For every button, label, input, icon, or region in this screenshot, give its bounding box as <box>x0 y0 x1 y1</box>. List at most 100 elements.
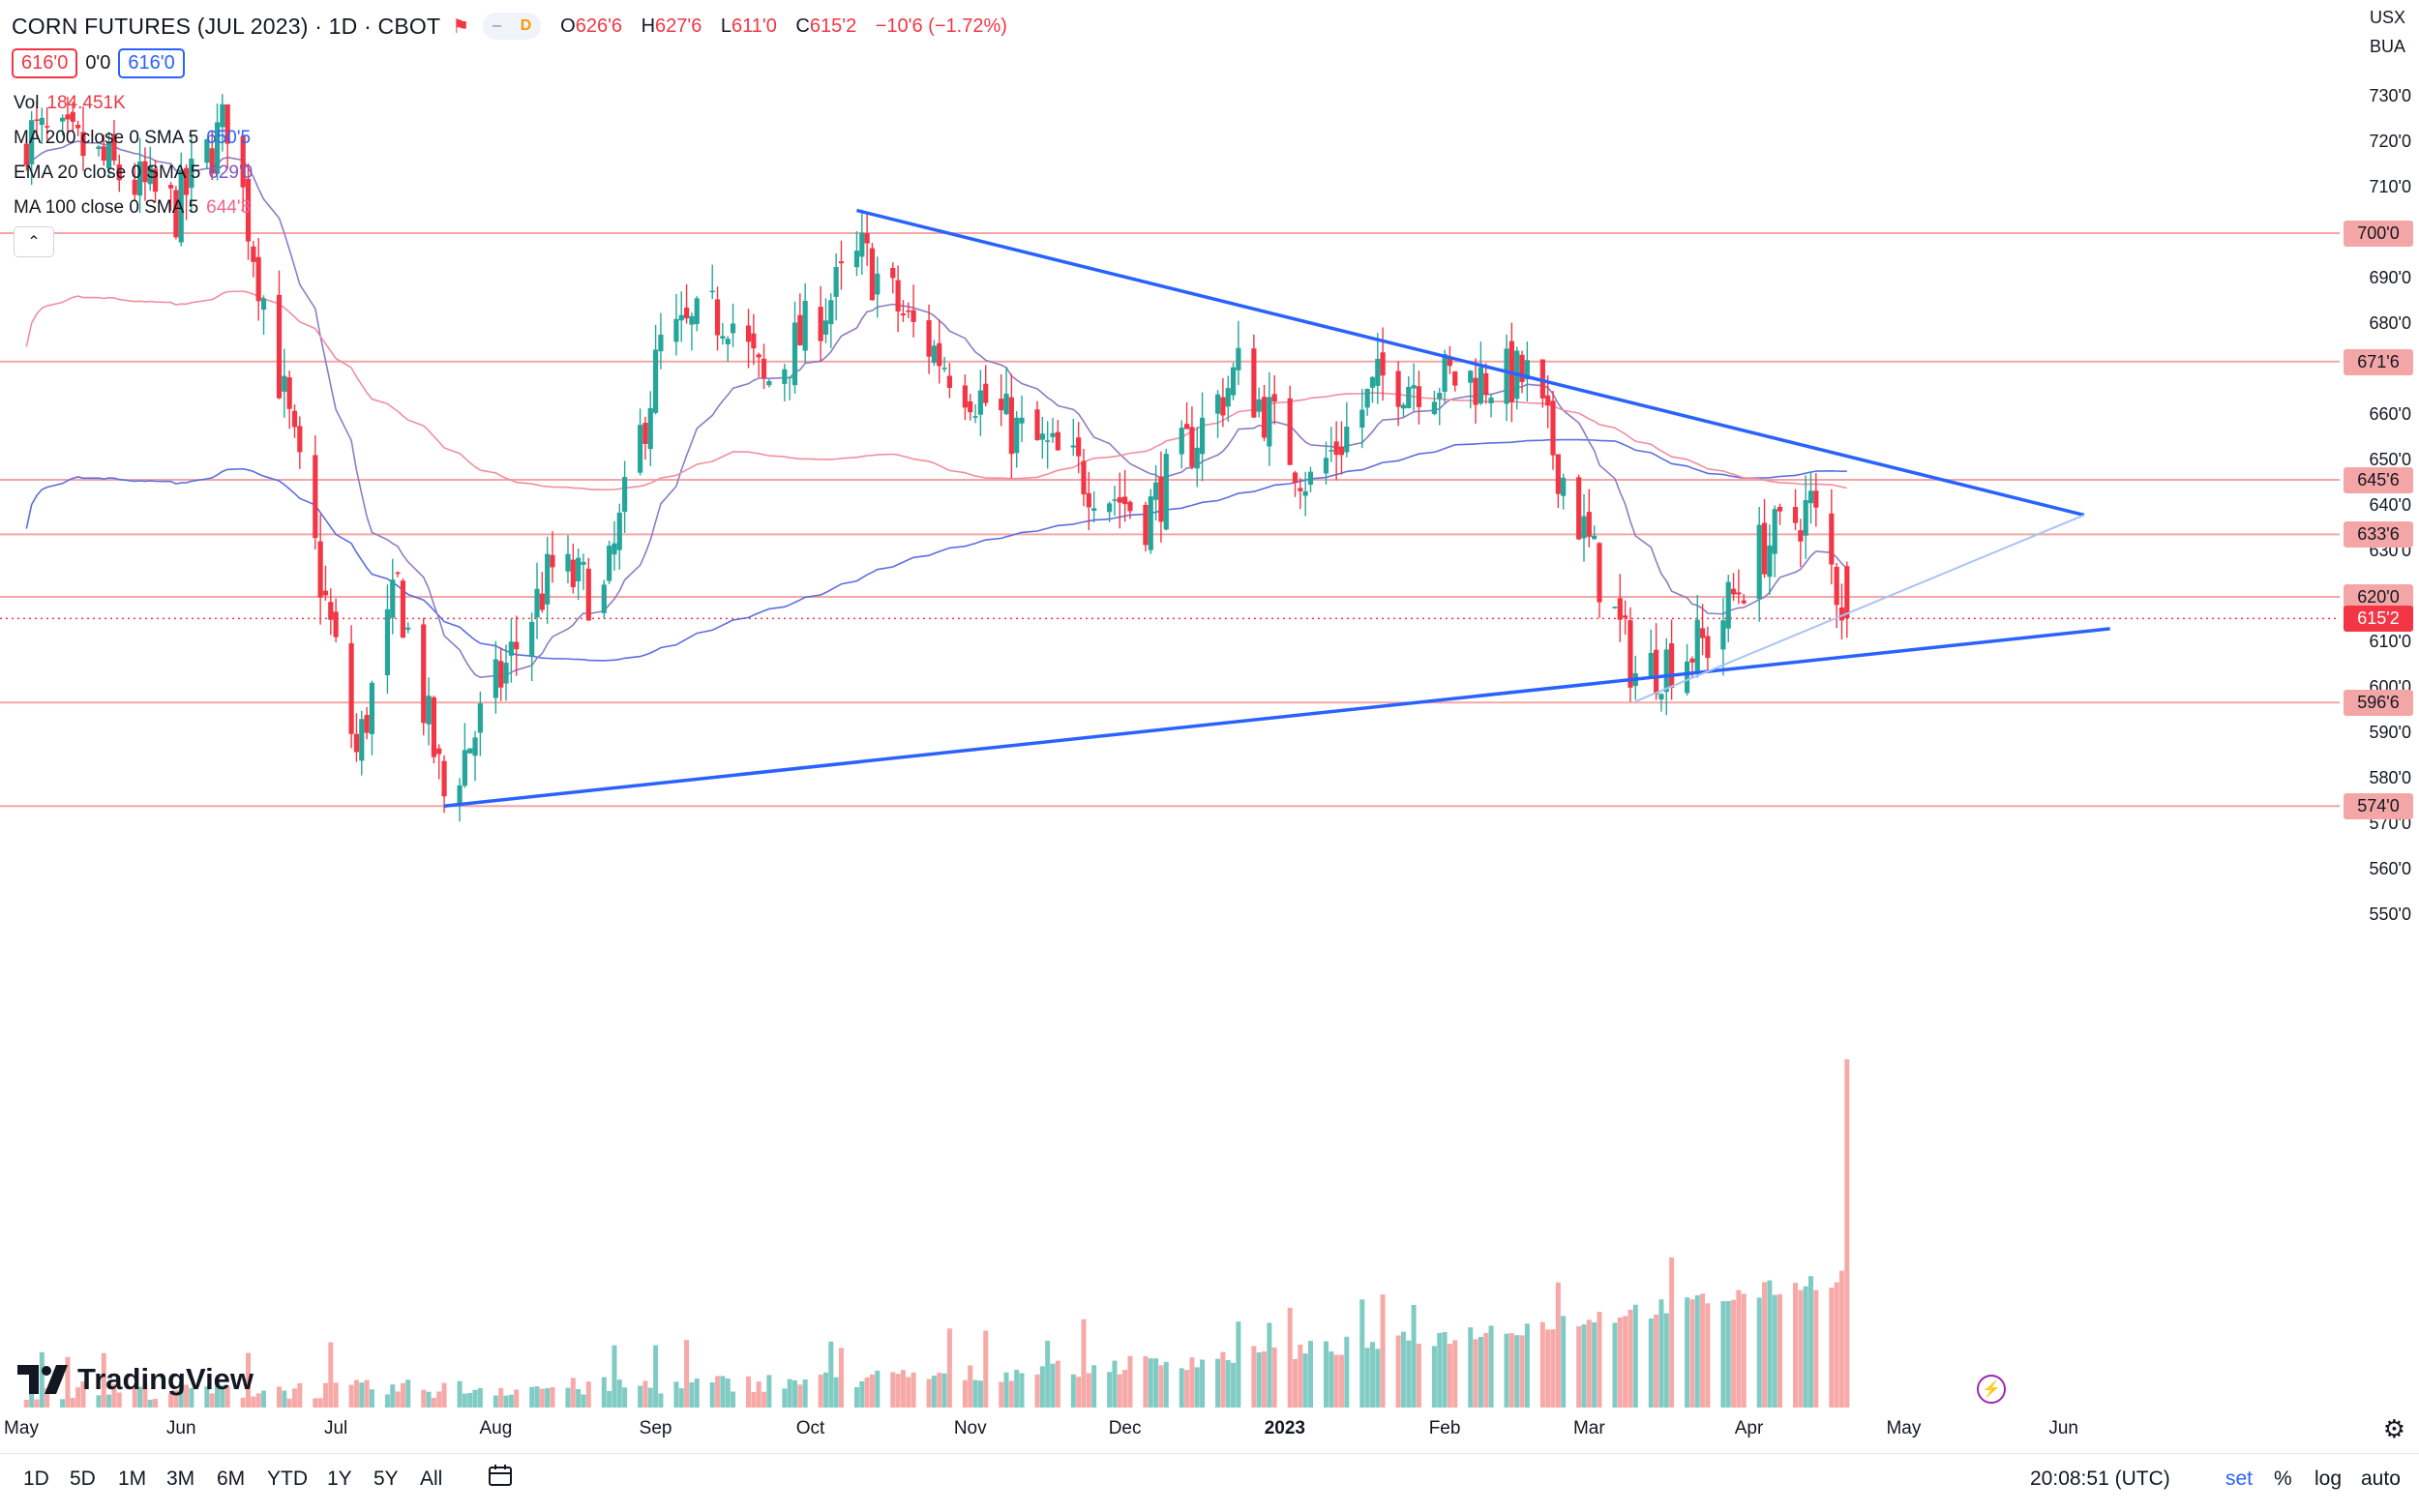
candle-body <box>1663 649 1669 693</box>
candle-body <box>1158 476 1164 522</box>
volume-bar <box>1117 1374 1122 1408</box>
candle-body <box>431 697 436 757</box>
y-tick-label: 730'0 <box>2369 86 2411 105</box>
x-tick-label: Aug <box>479 1418 513 1438</box>
spread-value: 0'0 <box>85 52 111 74</box>
range-1m[interactable]: 1M <box>118 1468 147 1490</box>
change-value: −10'6 (−1.72%) <box>875 15 1007 37</box>
volume-bar <box>426 1391 432 1408</box>
auto-toggle[interactable]: auto <box>2361 1468 2401 1490</box>
candle-body <box>761 358 767 379</box>
session-toggle[interactable]: set <box>2225 1468 2254 1490</box>
candle-body <box>875 273 881 295</box>
candle-body <box>1076 437 1082 457</box>
candle-body <box>1813 490 1819 508</box>
volume-bar <box>585 1381 591 1408</box>
y-tick-label: 720'0 <box>2369 132 2411 151</box>
candle-body <box>1736 592 1742 595</box>
volume-bar <box>60 1399 66 1408</box>
candle-body <box>1364 388 1370 408</box>
data-status-pill[interactable]: – D <box>483 13 542 40</box>
volume-bar <box>1333 1354 1339 1408</box>
candle-body <box>658 334 664 352</box>
range-3m[interactable]: 3M <box>166 1468 195 1490</box>
volume-bar <box>322 1382 328 1408</box>
volume-bar <box>333 1382 339 1408</box>
candle-body <box>291 410 298 428</box>
legend-volume[interactable]: Vol 184.451K <box>14 93 126 114</box>
candle-body <box>1431 401 1438 415</box>
volume-bar <box>514 1389 520 1408</box>
symbol-title[interactable]: CORN FUTURES (JUL 2023) · 1D · CBOT <box>12 13 441 39</box>
date-range-icon[interactable] <box>488 1464 515 1495</box>
candle-body <box>1488 398 1494 404</box>
candle-body <box>29 120 35 164</box>
bid-button[interactable]: 616'0 <box>12 48 78 78</box>
volume-bar <box>441 1382 447 1408</box>
volume-bar <box>508 1394 514 1408</box>
candle-body <box>601 584 607 613</box>
currency-label[interactable]: USX <box>2369 8 2405 27</box>
price-chart[interactable] <box>0 0 2419 1453</box>
candle-body <box>756 354 762 358</box>
price-level-badge: 574'0 <box>2344 793 2413 820</box>
x-tick-label: May <box>1886 1418 1922 1438</box>
legend-ma200[interactable]: MA 200 close 0 SMA 5 650'5 <box>14 128 251 149</box>
flag-icon[interactable]: ⚑ <box>452 15 470 38</box>
candle-body <box>906 310 911 312</box>
volume-bar <box>1086 1373 1091 1408</box>
volume-bar <box>1256 1352 1262 1408</box>
volume-bar <box>106 1394 112 1408</box>
range-5d[interactable]: 5D <box>70 1468 96 1490</box>
legend-value: 644'3 <box>206 197 252 218</box>
volume-bar <box>209 1393 215 1408</box>
candle-body <box>224 104 230 144</box>
candle-body <box>441 760 447 797</box>
candle-body <box>673 318 679 342</box>
candle-body <box>1375 358 1381 386</box>
volume-bar <box>731 1391 736 1408</box>
range-1y[interactable]: 1Y <box>327 1468 352 1490</box>
volume-bar <box>1163 1361 1169 1408</box>
candle-body <box>1597 543 1602 603</box>
legend-ema20[interactable]: EMA 20 close 0 SMA 5 629'0 <box>14 163 253 184</box>
candle-body <box>75 125 81 129</box>
dash-icon: – <box>493 17 501 34</box>
legend-ma100[interactable]: MA 100 close 0 SMA 5 644'3 <box>14 197 251 219</box>
volume-bar <box>297 1382 303 1408</box>
range-5y[interactable]: 5Y <box>373 1468 399 1490</box>
tradingview-wordmark: TradingView <box>77 1362 254 1396</box>
volume-bar <box>400 1382 405 1408</box>
volume-bar <box>684 1340 690 1408</box>
volume-bar <box>1148 1358 1153 1408</box>
candle-body <box>539 593 545 610</box>
candle-body <box>983 383 989 403</box>
candle-body <box>612 543 617 555</box>
volume-bar <box>359 1382 365 1408</box>
ask-button[interactable]: 616'0 <box>118 48 185 78</box>
log-toggle[interactable]: log <box>2314 1468 2343 1490</box>
volume-bar <box>467 1392 473 1408</box>
range-ytd[interactable]: YTD <box>267 1468 308 1490</box>
candle-body <box>183 167 190 195</box>
candle-body <box>652 349 659 413</box>
lightning-icon[interactable]: ⚡ <box>1977 1375 2006 1404</box>
collapse-legend-button[interactable]: ⌃ <box>14 226 54 257</box>
unit-label[interactable]: BUA <box>2369 37 2405 56</box>
volume-bar <box>900 1370 906 1408</box>
range-6m[interactable]: 6M <box>217 1468 246 1490</box>
percent-toggle[interactable]: % <box>2274 1468 2292 1490</box>
volume-bar <box>405 1379 411 1408</box>
range-1d[interactable]: 1D <box>23 1468 49 1490</box>
gear-icon[interactable]: ⚙ <box>2382 1414 2405 1443</box>
volume-bar <box>1271 1347 1277 1408</box>
volume-bar <box>545 1388 551 1408</box>
candle-body <box>147 165 153 185</box>
volume-bar <box>23 1399 29 1408</box>
clock-time[interactable]: 20:08:51 (UTC) <box>2030 1468 2170 1490</box>
volume-bar <box>286 1398 292 1408</box>
range-all[interactable]: All <box>420 1468 443 1490</box>
volume-bar <box>224 1385 230 1408</box>
y-tick-label: 650'0 <box>2369 450 2411 469</box>
high-label: H <box>641 15 656 37</box>
